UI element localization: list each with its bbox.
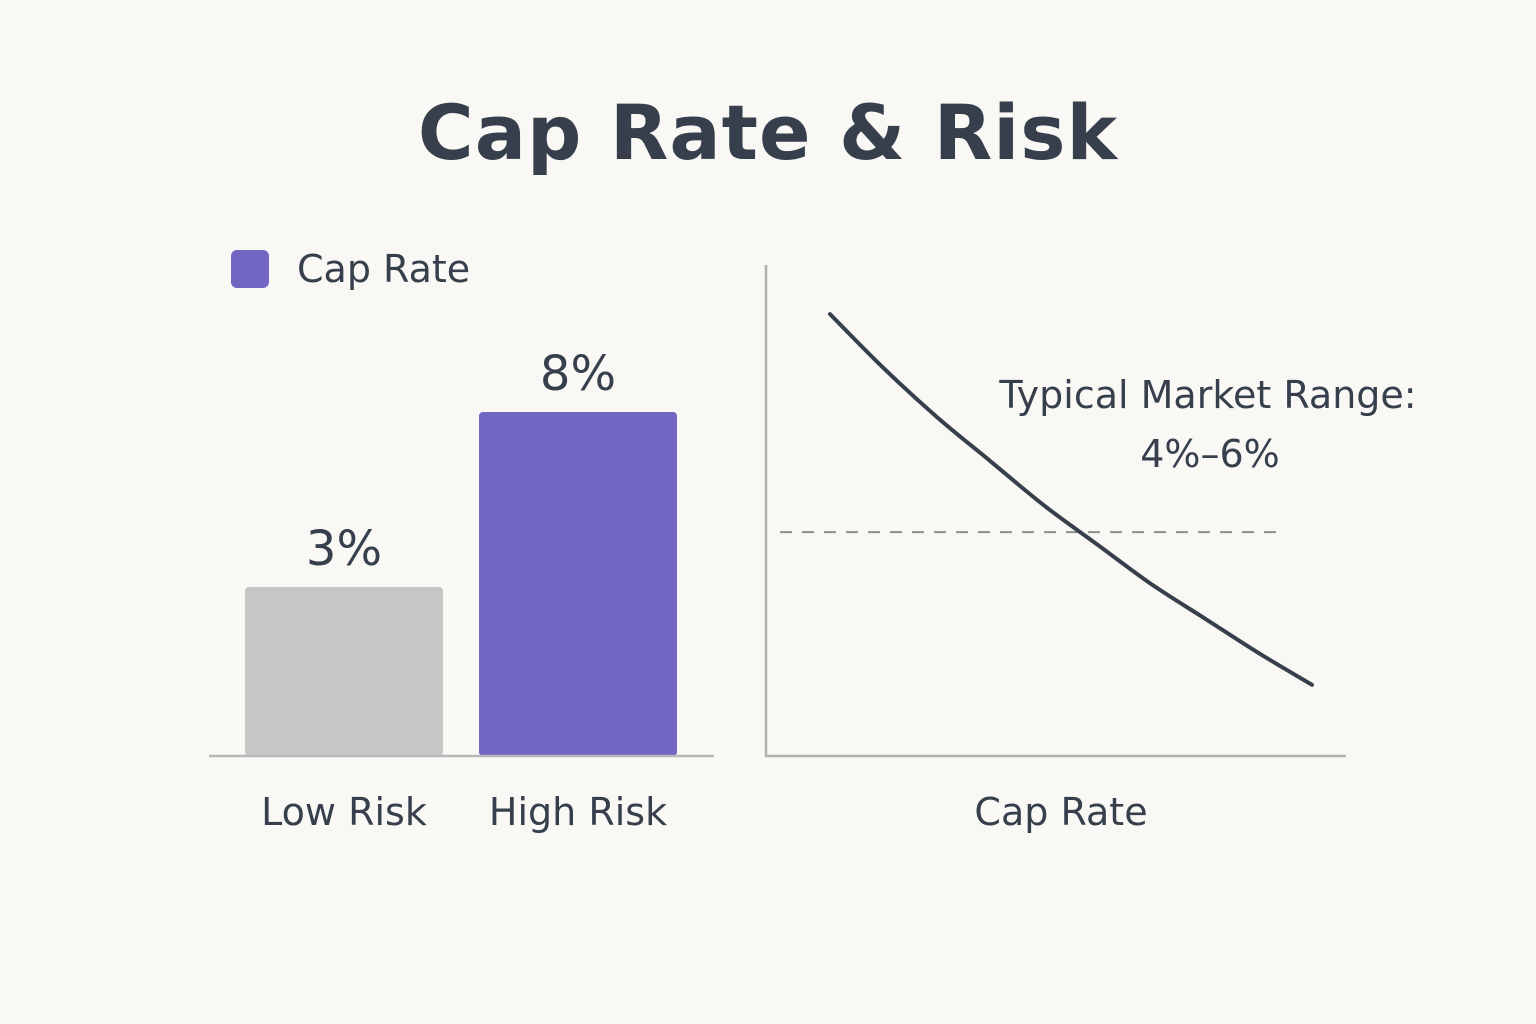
legend-swatch [231, 250, 269, 288]
category-label: High Risk [489, 790, 667, 834]
category-label: Low Risk [261, 790, 427, 834]
data-label: 3% [306, 521, 382, 577]
risk-curve [828, 312, 1314, 687]
bar-low-risk [245, 587, 443, 756]
bar-high-risk [479, 412, 677, 756]
legend: Cap Rate [231, 247, 470, 291]
annotation-line1: Typical Market Range: [998, 373, 1416, 417]
bar-chart: 3% Low Risk 8% High Risk [245, 346, 677, 834]
legend-label: Cap Rate [297, 247, 471, 291]
chart-title: Cap Rate & Risk [417, 88, 1119, 177]
annotation-line2: 4%–6% [1140, 432, 1280, 476]
data-label: 8% [540, 346, 616, 402]
x-axis-label: Cap Rate [974, 790, 1147, 834]
